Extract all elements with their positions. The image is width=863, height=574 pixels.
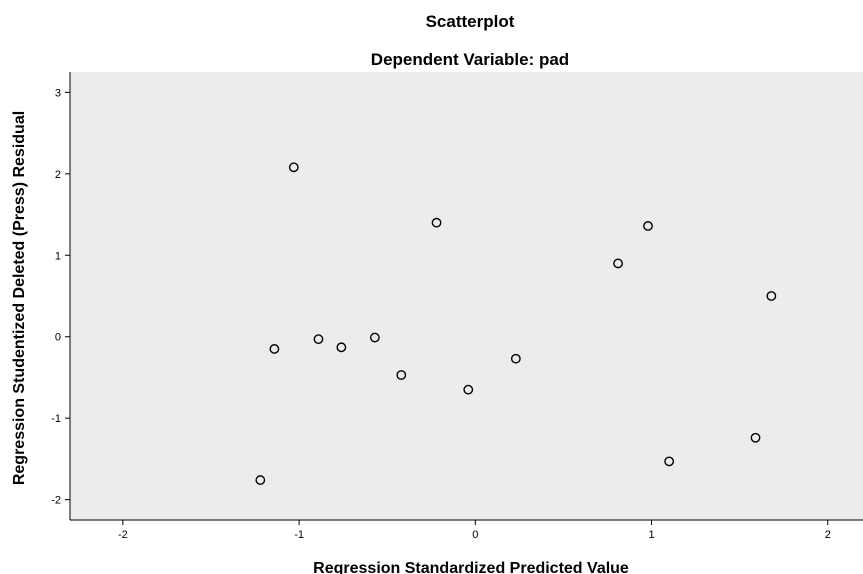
x-axis: -2 -1 0 1 2 [70, 519, 863, 541]
scatter-point [431, 217, 442, 228]
scatter-point [750, 432, 761, 443]
y-tick-label: 3 [55, 87, 61, 99]
y-axis-label: Regression Studentized Deleted (Press) R… [11, 111, 28, 485]
scatter-point [643, 221, 653, 231]
y-axis: -2 -1 0 1 2 3 [51, 72, 71, 520]
scatter-point [396, 370, 407, 380]
scatter-point [766, 291, 777, 301]
chart-subtitle: Dependent Variable: pad [371, 50, 569, 69]
y-tick-label: -2 [51, 495, 61, 507]
y-tick-label: 2 [55, 169, 61, 181]
y-tick-label: 1 [55, 250, 61, 262]
chart-title: Scatterplot [426, 12, 515, 31]
scatter-point [255, 475, 266, 485]
x-tick-label: -2 [118, 529, 128, 541]
scatter-point [613, 258, 623, 269]
y-tick-label: 0 [55, 332, 61, 344]
data-points [255, 162, 777, 485]
scatter-point [510, 353, 521, 364]
scatter-point [269, 344, 280, 354]
scatter-point [313, 334, 324, 345]
scatter-point [463, 384, 474, 395]
scatter-point [369, 332, 380, 343]
scatter-point [288, 162, 299, 173]
x-tick-label: 2 [825, 529, 831, 541]
scatter-point [664, 456, 675, 467]
x-tick-label: 0 [472, 529, 478, 541]
x-tick-label: 1 [648, 529, 654, 541]
x-axis-label: Regression Standardized Predicted Value [313, 560, 629, 574]
y-tick-label: -1 [51, 413, 61, 425]
plot-area [70, 72, 863, 520]
scatter-point [336, 342, 347, 353]
x-tick-label: -1 [294, 529, 304, 541]
